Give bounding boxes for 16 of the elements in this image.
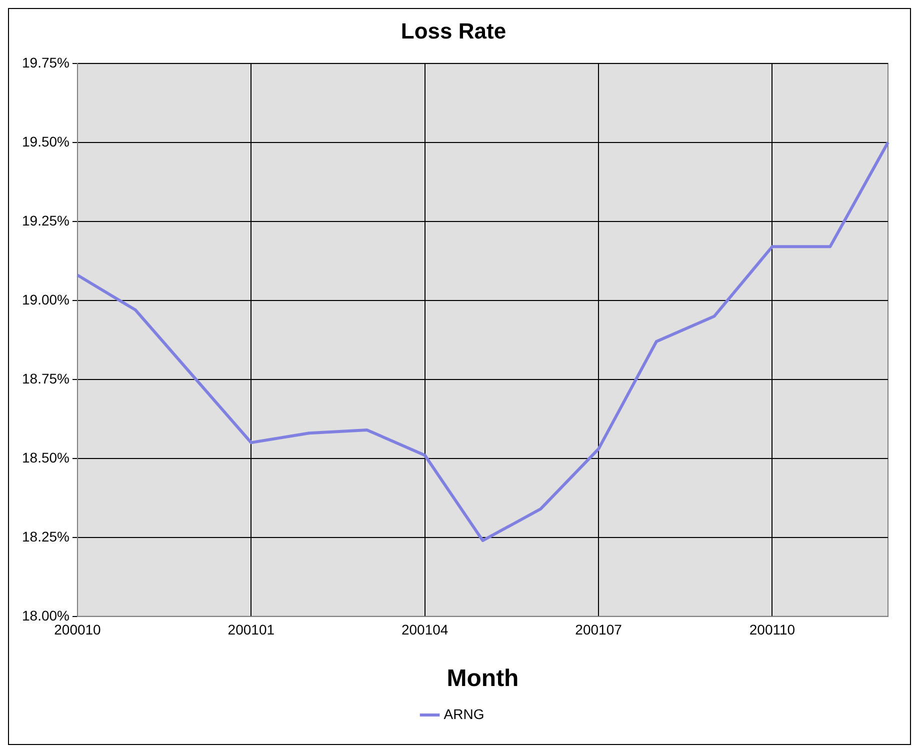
chart-title: Loss Rate	[400, 18, 506, 44]
y-tick-label: 18.75%	[22, 370, 70, 386]
y-tick-label: 18.50%	[22, 449, 70, 466]
y-tick-label: 18.25%	[22, 528, 70, 544]
y-tick-label: 19.00%	[22, 291, 70, 308]
x-tick-label: 200104	[401, 622, 448, 638]
y-tick-label: 19.50%	[22, 133, 70, 150]
x-tick-label: 200110	[749, 622, 796, 638]
y-tick-label: 19.25%	[22, 212, 70, 228]
y-tick-label: 18.00%	[22, 607, 70, 624]
x-tick-label: 200101	[228, 622, 275, 638]
x-tick-label: 200107	[575, 622, 622, 638]
y-tick-label: 19.75%	[22, 54, 70, 70]
x-tick-label: 200010	[54, 622, 102, 638]
x-axis-title: Month	[446, 665, 519, 692]
legend-label: ARNG	[444, 706, 484, 722]
